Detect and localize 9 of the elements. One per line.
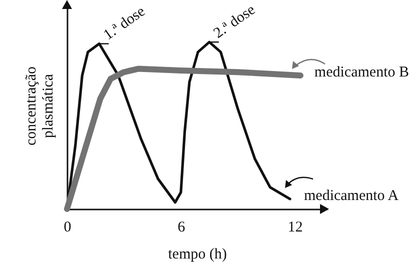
x-tick-label: 6 (178, 220, 186, 236)
x-tick-label: 0 (64, 220, 72, 236)
y-axis-title: concentração plasmática (24, 66, 56, 146)
x-axis-title: tempo (h) (168, 246, 227, 262)
annotation: 1.ª dose (100, 3, 149, 44)
annotation: 2.ª dose (210, 2, 259, 42)
legend-label: medicamento A (304, 188, 399, 204)
x-tick-label: 12 (288, 220, 303, 236)
legend-label: medicamento B (314, 64, 409, 80)
